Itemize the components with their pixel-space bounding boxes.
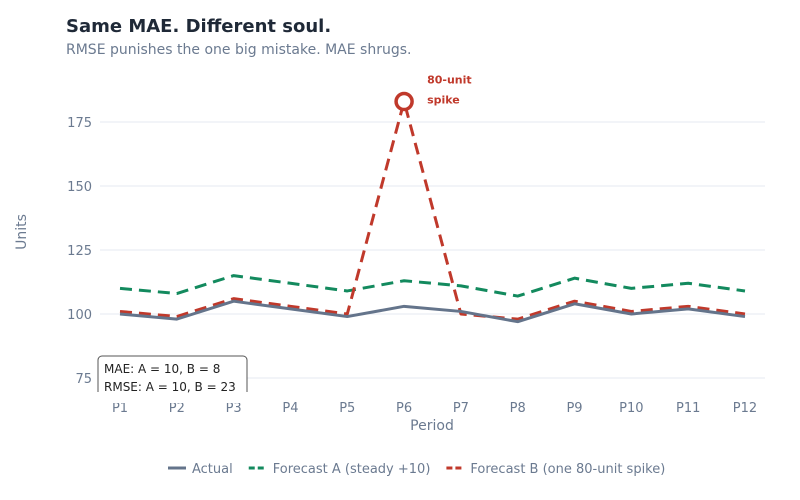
y-axis-label: Units [14, 214, 30, 250]
x-tick-label: P1 [112, 401, 128, 416]
x-tick-label: P4 [282, 401, 298, 416]
series-line-0 [119, 299, 746, 324]
x-tick-label: P10 [619, 401, 643, 416]
x-tick-label: P11 [676, 401, 700, 416]
chart-title: Same MAE. Different soul. [66, 16, 332, 37]
chart-subtitle: RMSE punishes the one big mistake. MAE s… [66, 42, 412, 58]
y-tick-label: 150 [67, 180, 92, 195]
legend-label: Forecast A (steady +10) [273, 462, 431, 477]
annotation-label: 80-unit [427, 74, 472, 87]
series-line-2 [119, 100, 746, 321]
legend-label: Forecast B (one 80-unit spike) [470, 462, 665, 477]
y-tick-label: 75 [75, 372, 92, 387]
legend-label: Actual [192, 462, 233, 477]
y-tick-label: 175 [67, 116, 92, 131]
y-tick-label: 100 [67, 308, 92, 323]
y-tick-label: 125 [67, 244, 92, 259]
x-tick-label: P7 [453, 401, 469, 416]
x-axis-label: Period [410, 418, 454, 434]
x-tick-label: P3 [226, 401, 242, 416]
series-line-1 [119, 274, 746, 298]
metrics-rmse: RMSE: A = 10, B = 23 [104, 380, 236, 394]
x-tick-label: P12 [733, 401, 757, 416]
clip-mask [90, 393, 260, 403]
metrics-box [97, 355, 248, 392]
x-tick-label: P9 [566, 401, 582, 416]
metrics-mae: MAE: A = 10, B = 8 [104, 362, 220, 376]
x-tick-label: P6 [396, 401, 412, 416]
spike-marker [394, 91, 414, 112]
annotation-label: spike [427, 94, 460, 107]
x-tick-label: P5 [339, 401, 355, 416]
x-tick-label: P2 [169, 401, 185, 416]
x-tick-label: P8 [510, 401, 526, 416]
